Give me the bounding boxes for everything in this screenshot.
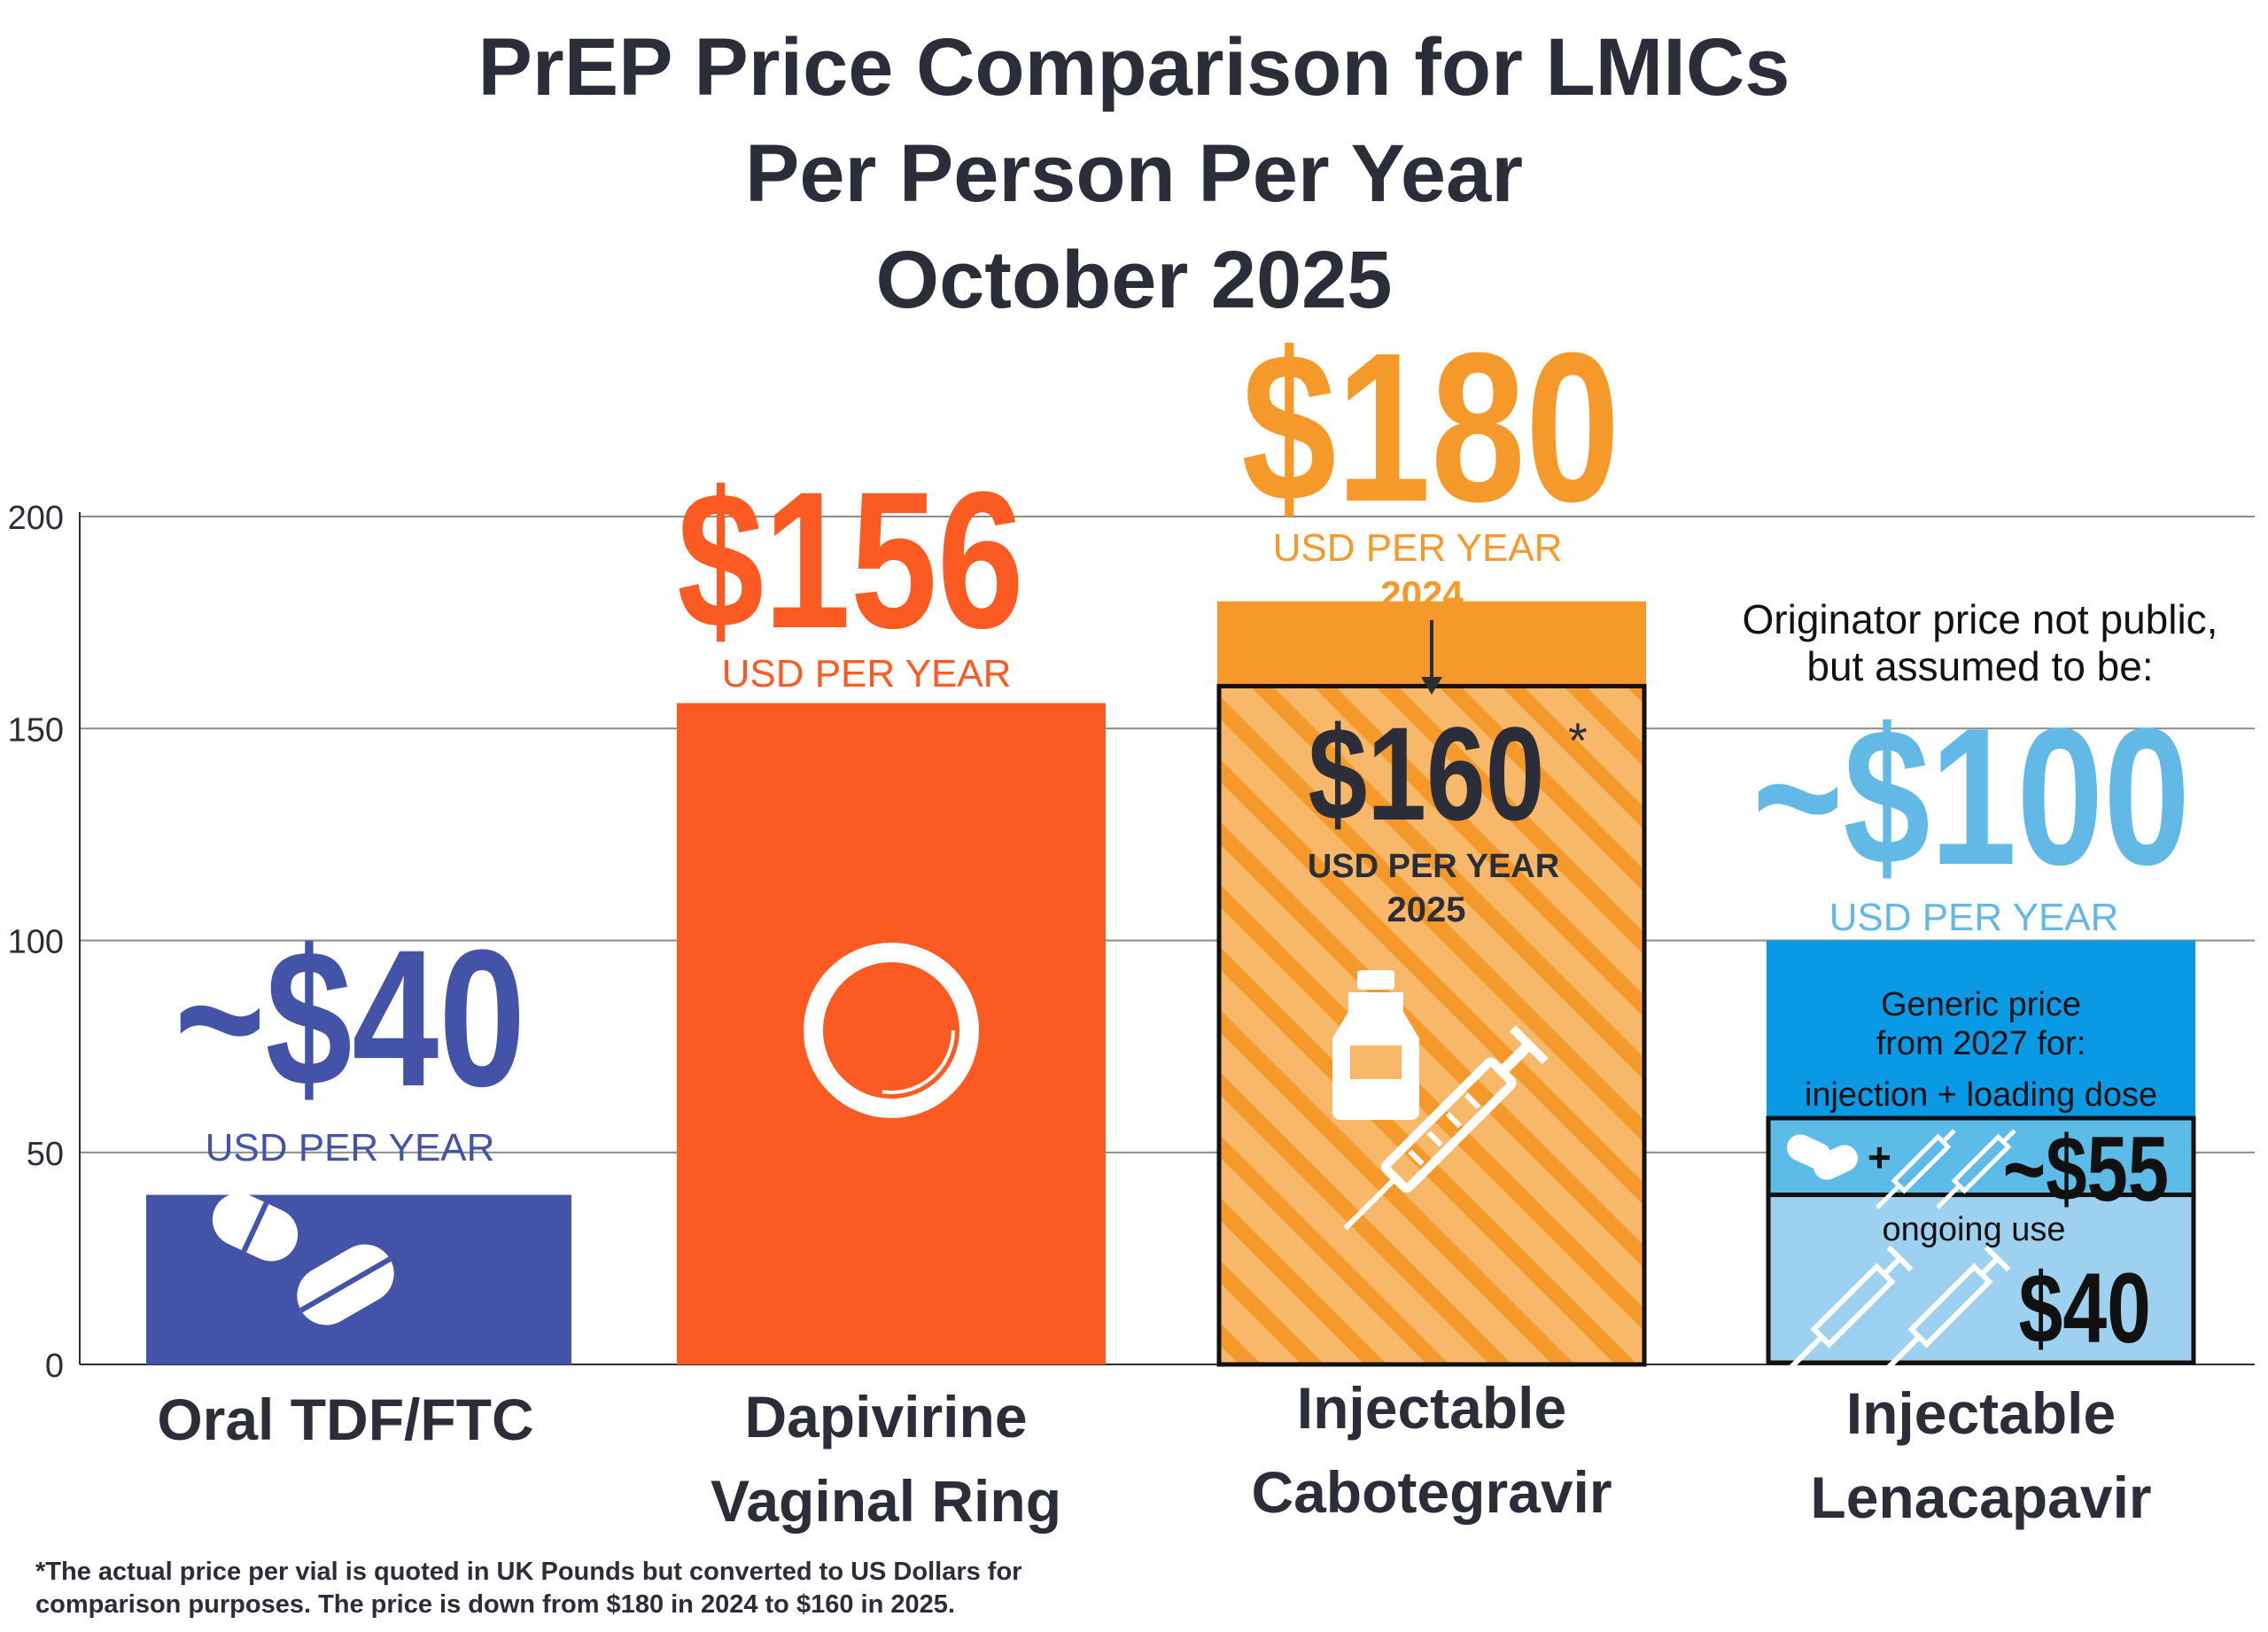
originator-note-line-2: but assumed to be: [1806,643,2153,689]
unit-label-cab-2025: USD PER YEAR [1308,848,1559,885]
ongoing-use-price: $40 [2019,1254,2151,1364]
y-tick-0: 0 [45,1348,64,1385]
bar-dapivirine-ring [677,703,1106,1364]
generic-note-line-3: injection + loading dose [1805,1076,2157,1114]
y-tick-50: 50 [27,1136,64,1173]
generic-note-line-1: Generic price [1881,986,2081,1023]
bar-cabotegravir-2025 [1216,683,1647,1367]
year-label-cab-2024: 2024 [1380,573,1464,615]
y-tick-200: 200 [8,500,64,537]
loading-plus-sign: + [1868,1134,1891,1180]
asterisk-cab-2025: * [1568,712,1588,768]
chart-title-line-3: October 2025 [875,235,1393,325]
y-tick-100: 100 [8,924,64,961]
category-label-lena-line-1: Injectable [1846,1380,2116,1446]
year-label-cab-2025: 2025 [1387,890,1466,929]
price-label-oral: ~$40 [175,910,525,1127]
ring-icon [804,943,979,1118]
unit-label-cab-2024: USD PER YEAR [1273,526,1563,570]
y-axis-ticks: 0 50 100 150 200 [8,500,64,1385]
category-label-oral: Oral TDF/FTC [157,1387,533,1452]
chart-title-line-2: Per Person Per Year [745,128,1523,219]
category-label-cab-line-2: Cabotegravir [1251,1459,1612,1525]
unit-label-ring: USD PER YEAR [722,652,1012,696]
unit-label-oral: USD PER YEAR [206,1126,495,1170]
pills-icon [212,1193,394,1325]
category-label-ring-line-1: Dapivirine [744,1384,1027,1449]
category-label-lena-line-2: Lenacapavir [1810,1465,2151,1530]
ongoing-use-label: ongoing use [1882,1211,2065,1248]
unit-label-lena: USD PER YEAR [1829,896,2119,939]
y-tick-150: 150 [8,711,64,749]
originator-note-line-1: Originator price not public, [1743,596,2218,642]
chart-title-line-1: PrEP Price Comparison for LMICs [478,22,1790,113]
footnote: *The actual price per vial is quoted in … [35,1556,1187,1621]
generic-note-line-2: from 2027 for: [1876,1025,2086,1062]
price-label-ring: $156 [677,452,1024,669]
two-syringes-icon [1785,1245,2011,1373]
category-label-ring-line-2: Vaginal Ring [711,1468,1061,1534]
loading-dose-price: ~$55 [2003,1117,2169,1220]
price-label-lena: ~$100 [1752,688,2190,905]
arrow-2024-to-2025 [1421,620,1442,695]
vial-syringe-icon [1332,970,1549,1231]
footnote-line-1: *The actual price per vial is quoted in … [35,1558,1022,1586]
price-label-cab-2024: $180 [1241,309,1619,547]
pill-plus-syringes-icon: + [1787,1129,2016,1209]
price-label-cab-2025: $160 [1309,699,1545,848]
footnote-line-2: comparison purposes. The price is down f… [35,1590,955,1619]
category-label-cab-line-1: Injectable [1297,1375,1566,1441]
